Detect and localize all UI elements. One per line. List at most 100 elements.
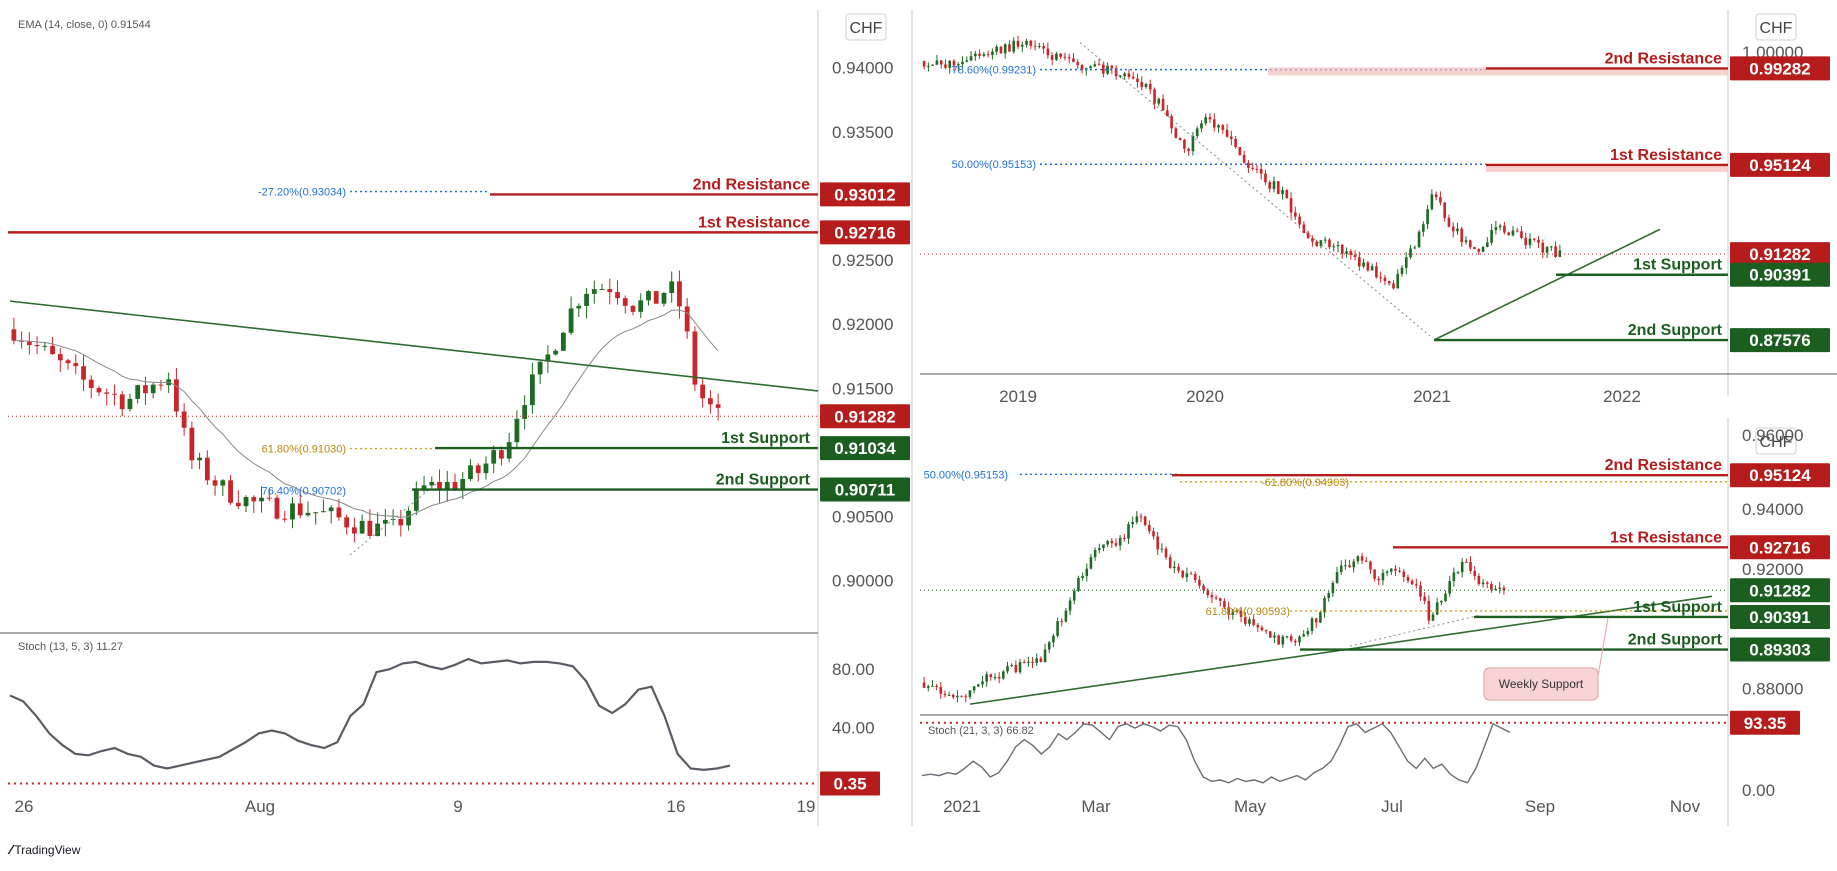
h4-candle — [977, 684, 980, 686]
h4-candle — [994, 677, 997, 678]
h4-candle — [960, 696, 963, 697]
weekly-candle — [1047, 49, 1050, 56]
h4-candle — [1394, 569, 1397, 571]
weekly-chart[interactable]: CHF1.0000078.60%(0.99231)50.00%(0.95153)… — [912, 10, 1837, 826]
h4-fib-label: -61.80%(0.94903) — [1261, 477, 1349, 489]
h4-candle — [1432, 614, 1435, 620]
h4-stoch-y-tick: 0.00 — [1742, 781, 1775, 800]
weekly-candle — [1439, 197, 1442, 202]
daily-candle — [244, 497, 249, 506]
daily-candle — [182, 411, 187, 427]
h4-candle — [931, 686, 934, 687]
daily-candle — [662, 293, 667, 304]
weekly-level-label: 2nd Resistance — [1605, 50, 1722, 67]
weekly-candle — [1153, 89, 1156, 103]
daily-candle — [592, 289, 597, 294]
h4-candle — [1211, 595, 1214, 597]
weekly-candle — [1200, 123, 1203, 128]
weekly-fib-label: 50.00%(0.95153) — [952, 159, 1036, 171]
h4-candle — [1448, 581, 1451, 594]
daily-candle — [460, 479, 465, 489]
h4-candle — [1019, 662, 1022, 672]
weekly-candle — [1192, 136, 1195, 151]
daily-candle — [35, 345, 40, 346]
weekly-candle — [1405, 257, 1408, 268]
weekly-candle — [1157, 99, 1160, 104]
h4-x-tick: Mar — [1081, 797, 1111, 816]
daily-price-badge: 0.90711 — [835, 481, 896, 500]
weekly-candle — [1123, 74, 1126, 77]
weekly-candle — [1111, 66, 1114, 69]
h4-candle — [1206, 590, 1209, 595]
weekly-candle — [1418, 232, 1421, 248]
h4-candle — [1186, 573, 1189, 577]
weekly-candle — [1012, 41, 1015, 52]
h4-candle — [1469, 562, 1472, 571]
daily-candle — [344, 517, 349, 527]
weekly-candle — [1384, 278, 1387, 281]
weekly-fib-label: 78.60%(0.99231) — [952, 65, 1036, 77]
h4-candle — [939, 687, 942, 694]
h4-candle — [965, 696, 968, 697]
h4-candle — [1106, 541, 1109, 545]
daily-candle — [615, 292, 620, 298]
weekly-candle — [1025, 41, 1028, 45]
weekly-price-badge: 0.91282 — [1749, 245, 1810, 264]
daily-candle — [306, 513, 311, 515]
weekly-candle — [1307, 233, 1310, 238]
daily-candle — [716, 404, 721, 408]
h4-candle — [1090, 557, 1093, 569]
daily-x-tick: 19 — [797, 797, 816, 816]
h4-candle — [985, 674, 988, 681]
daily-y-tick: 0.90500 — [832, 508, 893, 527]
h4-candle — [1131, 522, 1134, 524]
h4-candle — [1010, 665, 1013, 666]
h4-chart[interactable]: CHF0.940000.920000.880000.9600050.00%(0.… — [920, 418, 1830, 826]
weekly-candle — [1000, 47, 1003, 54]
h4-candle — [1415, 584, 1418, 585]
weekly-candle — [1375, 266, 1378, 277]
daily-candle — [97, 388, 102, 392]
h4-candle — [1453, 572, 1456, 581]
h4-candle — [1127, 524, 1130, 538]
tradingview-brand[interactable]: ⁄⁄ TradingView — [10, 842, 80, 857]
daily-candle — [205, 458, 210, 481]
h4-candle — [1482, 583, 1485, 585]
h4-candle — [1444, 594, 1447, 601]
daily-candle — [58, 354, 63, 360]
weekly-candle — [1482, 247, 1485, 252]
h4-candle — [1327, 593, 1330, 598]
daily-candle — [607, 289, 612, 292]
h4-candle — [973, 686, 976, 690]
daily-y-tick: 0.90000 — [832, 572, 893, 591]
h4-candle — [1377, 579, 1380, 581]
weekly-x-tick: 2022 — [1603, 387, 1641, 406]
daily-candle — [600, 289, 605, 290]
weekly-candle — [1119, 76, 1122, 77]
daily-candle — [329, 508, 334, 512]
h4-candle — [1261, 627, 1264, 630]
weekly-candle — [1490, 230, 1493, 243]
weekly-candle — [1140, 82, 1143, 87]
daily-candle — [530, 374, 535, 405]
daily-candle — [275, 498, 280, 519]
weekly-candle — [1145, 84, 1148, 87]
daily-level-label: 1st Support — [721, 430, 811, 447]
weekly-x-tick: 2019 — [999, 387, 1037, 406]
h4-price-badge: 0.89303 — [1749, 641, 1810, 660]
daily-candle — [453, 482, 458, 489]
h4-candle — [1252, 619, 1255, 625]
h4-candle — [1181, 571, 1184, 577]
h4-candle — [1115, 543, 1118, 545]
daily-candle — [569, 308, 574, 332]
weekly-candle — [1102, 65, 1105, 74]
daily-candle — [507, 442, 512, 458]
h4-candle — [1161, 549, 1164, 550]
weekly-candle — [1550, 246, 1553, 247]
weekly-candle — [1239, 147, 1242, 155]
daily-candle — [73, 363, 78, 366]
h4-candle — [981, 682, 984, 685]
weekly-candle — [1431, 194, 1434, 209]
daily-candle — [646, 291, 651, 300]
